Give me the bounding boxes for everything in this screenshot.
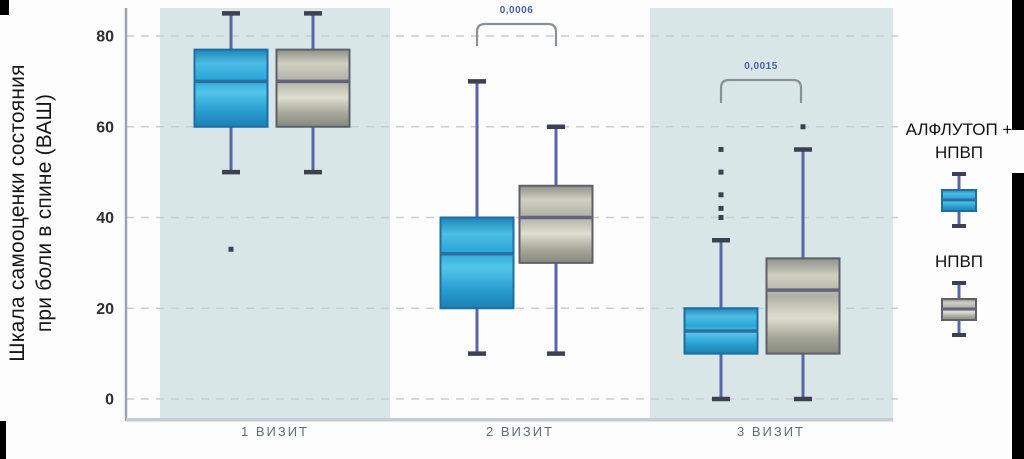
x-category-label: 2 ВИЗИТ: [486, 424, 554, 439]
outlier-point: [718, 205, 724, 211]
scan-artifact: [1012, 173, 1024, 459]
outlier-point: [800, 124, 806, 130]
x-axis-line: [126, 418, 893, 422]
significance-bracket: [475, 22, 558, 46]
p-value-label: 0,0015: [744, 61, 778, 72]
scan-artifact: [0, 0, 9, 15]
significance-bracket: [719, 78, 803, 103]
y-tick-label: 60: [96, 119, 114, 136]
y-tick-label: 80: [96, 29, 114, 46]
outlier-point: [718, 169, 724, 175]
legend-item-npvp: НПВП: [898, 250, 1020, 339]
p-value-label: 0,0006: [500, 5, 534, 16]
outlier-point: [718, 192, 724, 198]
gray-boxplot-glyph-icon: [941, 281, 977, 337]
legend-item-alflutop-npvp: АЛФЛУТОП + НПВП: [898, 118, 1020, 230]
x-category-label: 1 ВИЗИТ: [241, 424, 309, 439]
y-tick-label: 0: [105, 392, 114, 409]
box-npvp: [518, 184, 594, 264]
x-category-label: 3 ВИЗИТ: [737, 424, 805, 439]
blue-boxplot-glyph-icon: [941, 172, 977, 228]
box-alflutop-npvp: [193, 48, 269, 128]
box-npvp: [765, 257, 841, 355]
outlier-point: [718, 215, 724, 220]
box-npvp: [275, 48, 351, 128]
y-tick-label: 40: [96, 210, 114, 227]
legend: АЛФЛУТОП + НПВП НПВП: [898, 118, 1020, 359]
outlier-point: [228, 246, 234, 252]
box-alflutop-npvp: [439, 216, 515, 310]
y-tick-label: 20: [96, 301, 114, 318]
outlier-point: [718, 146, 724, 152]
legend-label-npvp: НПВП: [934, 252, 984, 271]
legend-label-alflutop-npvp: АЛФЛУТОП + НПВП: [905, 120, 1013, 162]
scan-artifact: [0, 421, 6, 459]
scan-artifact: [1012, 0, 1024, 130]
